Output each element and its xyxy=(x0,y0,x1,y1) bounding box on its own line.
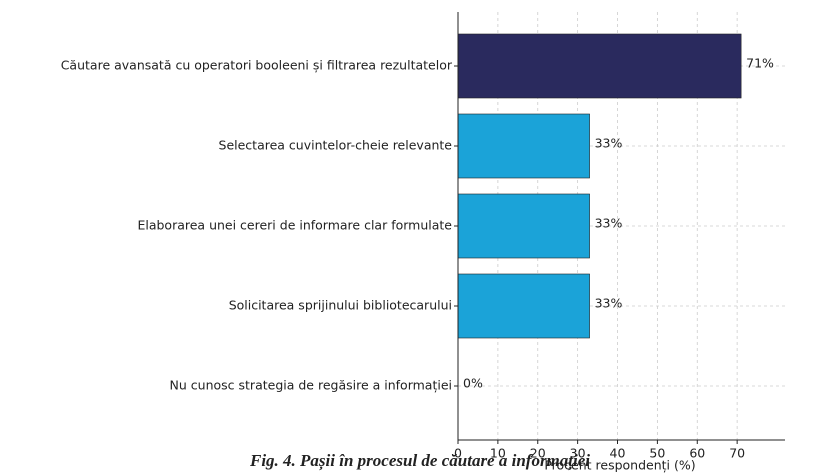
x-tick-label: 30 xyxy=(570,446,586,461)
value-label: 33% xyxy=(595,136,623,151)
x-tick-label: 50 xyxy=(649,446,665,461)
x-tick-label: 20 xyxy=(530,446,546,461)
value-label: 71% xyxy=(746,56,774,71)
x-tick-label: 60 xyxy=(689,446,705,461)
x-axis-label: Procent respondenți (%) xyxy=(544,458,695,473)
y-tick-label: Solicitarea sprijinului bibliotecarului xyxy=(229,298,452,313)
y-tick-label: Selectarea cuvintelor-cheie relevante xyxy=(219,138,453,153)
x-tick-label: 0 xyxy=(454,446,462,461)
bar xyxy=(457,33,742,99)
value-label: 0% xyxy=(463,376,483,391)
caption: Fig. 4. Pașii în procesul de căutare a i… xyxy=(249,451,590,471)
bar xyxy=(457,273,590,339)
bar xyxy=(457,193,590,259)
y-tick-label: Căutare avansată cu operatori booleeni ș… xyxy=(61,58,453,73)
bar xyxy=(457,113,590,179)
y-tick-label: Nu cunosc strategia de regăsire a inform… xyxy=(170,378,452,393)
x-tick-label: 10 xyxy=(490,446,506,461)
y-tick-label: Elaborarea unei cereri de informare clar… xyxy=(137,218,452,233)
x-tick-label: 40 xyxy=(610,446,626,461)
value-label: 33% xyxy=(595,296,623,311)
value-label: 33% xyxy=(595,216,623,231)
x-tick-label: 70 xyxy=(729,446,745,461)
